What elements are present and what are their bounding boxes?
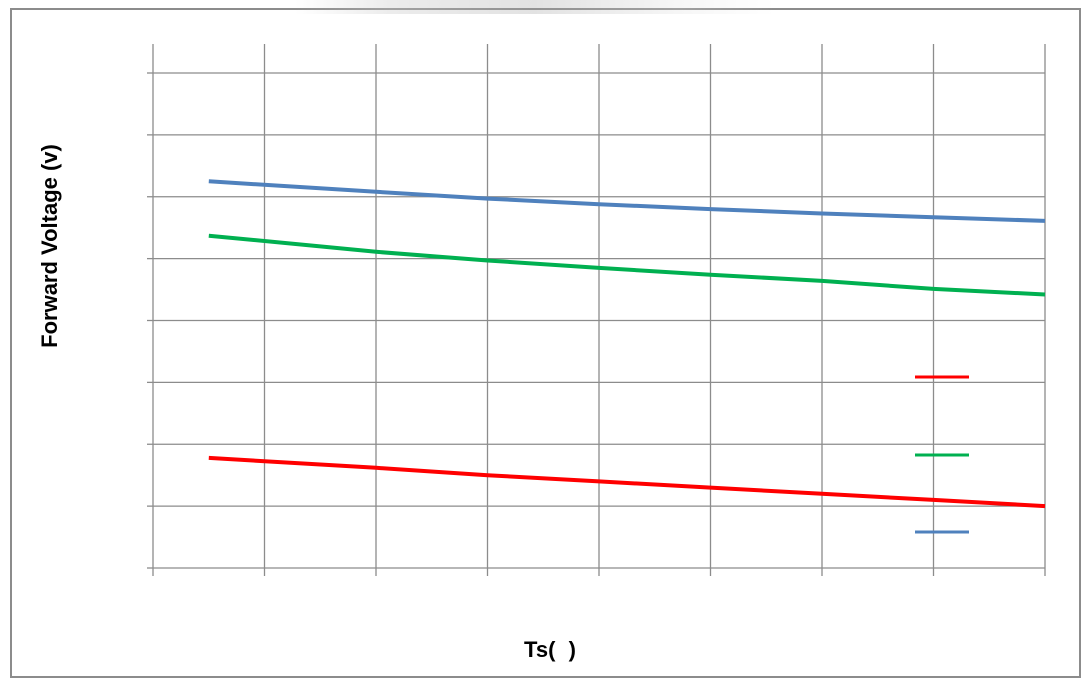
grid-lines: [152, 44, 1046, 569]
series-line-1: [208, 179, 1046, 223]
axis-ticks: [147, 72, 1046, 576]
top-edge-smudge: [295, 0, 775, 14]
series-line-2: [208, 233, 1046, 297]
chart-frame: [10, 8, 1081, 678]
x-axis-label: Ts( ): [524, 637, 576, 662]
series-line-3: [208, 455, 1046, 509]
series-lines: [208, 179, 1046, 509]
legend: [915, 375, 969, 534]
y-axis-label: Forward Voltage (v): [37, 144, 62, 348]
